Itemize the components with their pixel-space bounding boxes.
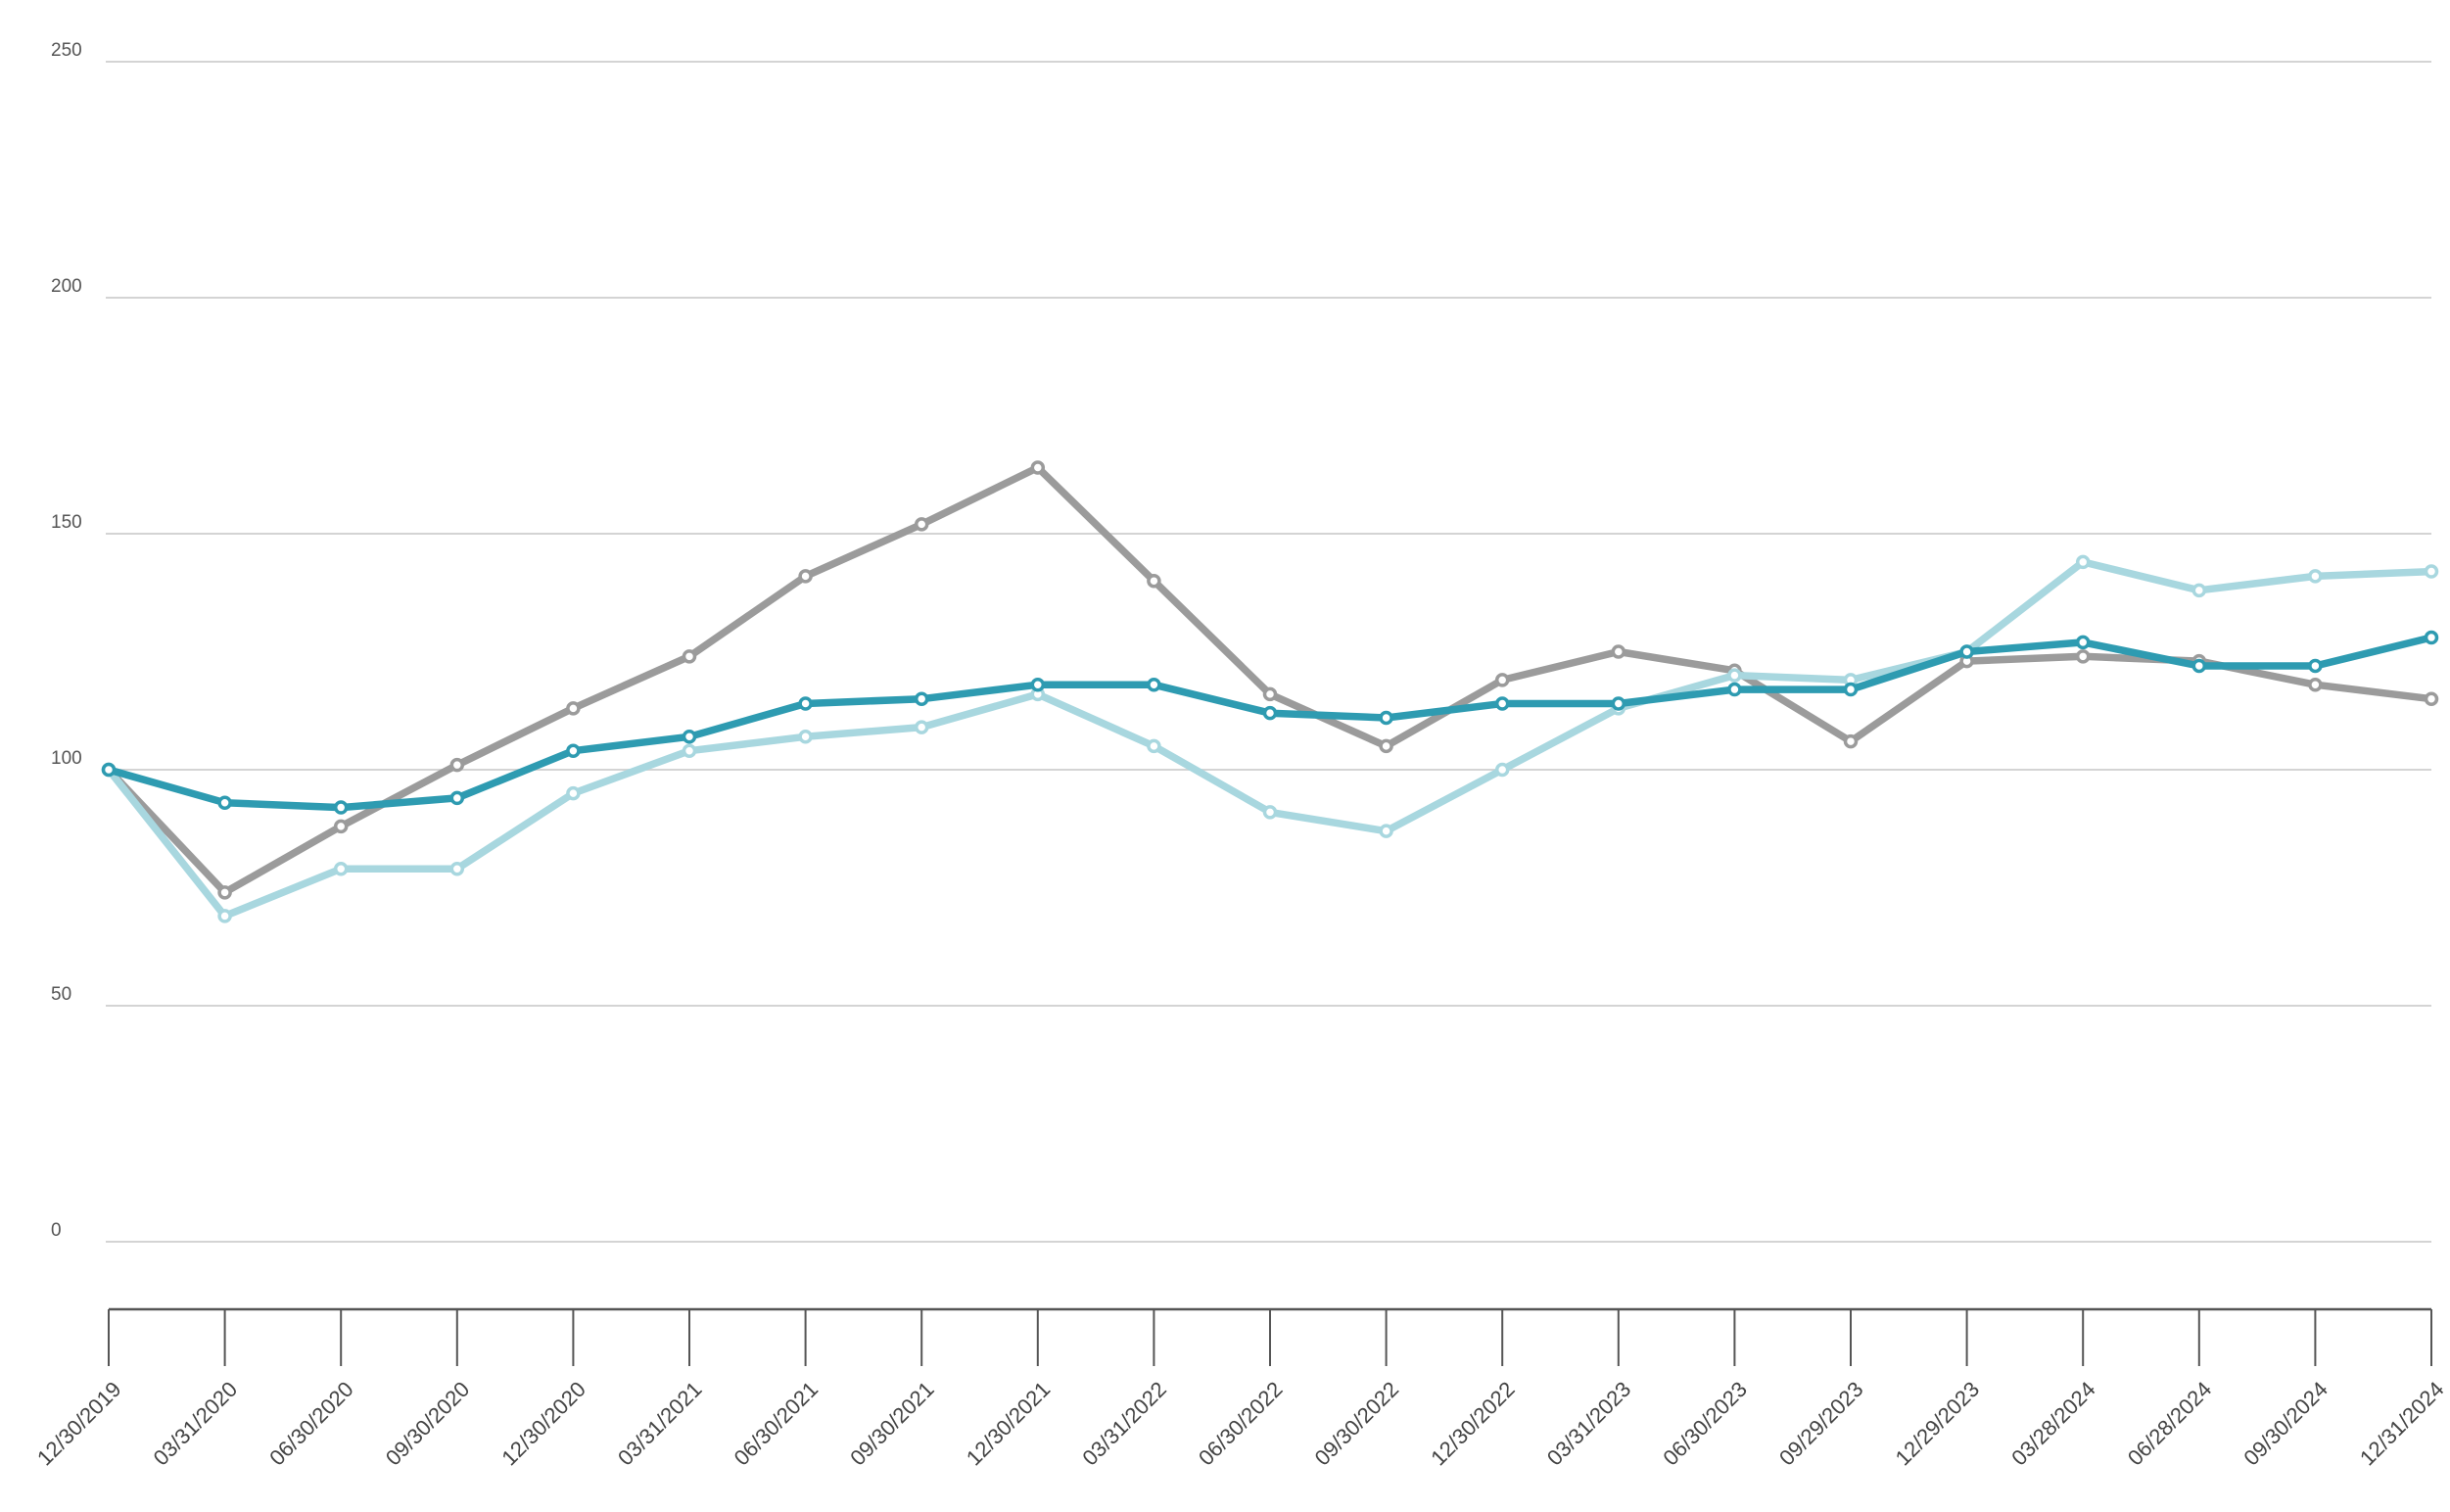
x-tick-label: 09/30/2022 bbox=[1310, 1377, 1404, 1471]
data-point bbox=[1147, 738, 1161, 754]
data-point bbox=[1959, 644, 1974, 659]
x-tick-label: 09/30/2021 bbox=[845, 1377, 939, 1471]
data-point bbox=[1030, 460, 1046, 475]
data-point bbox=[449, 790, 465, 806]
gridlines bbox=[106, 61, 2431, 1243]
data-point bbox=[2075, 649, 2091, 664]
x-tick-label: 06/30/2021 bbox=[730, 1377, 824, 1471]
data-point bbox=[1379, 738, 1393, 754]
data-point bbox=[1611, 696, 1626, 711]
data-point bbox=[1727, 682, 1742, 697]
data-point bbox=[2424, 691, 2439, 706]
series-3 bbox=[101, 630, 2439, 815]
x-tick-label: 12/30/2019 bbox=[32, 1377, 126, 1471]
data-point bbox=[449, 757, 465, 773]
x-tick-label: 12/30/2022 bbox=[1426, 1377, 1520, 1471]
data-point bbox=[1262, 705, 1278, 721]
data-point bbox=[333, 819, 349, 834]
x-tick-label: 09/30/2024 bbox=[2238, 1377, 2332, 1471]
data-point bbox=[798, 569, 813, 584]
data-point bbox=[1843, 682, 1859, 697]
data-point bbox=[566, 743, 581, 758]
data-point bbox=[1379, 710, 1393, 726]
x-tick-label: 09/30/2020 bbox=[381, 1377, 475, 1471]
data-point bbox=[2075, 635, 2091, 650]
y-tick-label: 250 bbox=[51, 40, 82, 61]
data-point bbox=[1611, 644, 1626, 659]
data-point bbox=[2424, 564, 2439, 579]
series-1 bbox=[101, 460, 2439, 900]
data-point bbox=[682, 730, 697, 744]
data-point bbox=[566, 701, 581, 716]
data-point bbox=[2308, 677, 2323, 692]
data-point bbox=[2191, 658, 2207, 674]
data-point bbox=[682, 649, 697, 664]
x-tick-label: 03/31/2020 bbox=[149, 1377, 243, 1471]
data-point bbox=[1379, 824, 1393, 838]
data-point bbox=[217, 909, 232, 923]
y-tick-label: 200 bbox=[51, 276, 82, 297]
y-tick-label: 150 bbox=[51, 512, 82, 533]
data-point bbox=[798, 730, 813, 744]
data-point bbox=[914, 720, 929, 734]
data-point bbox=[1843, 733, 1859, 749]
series-line bbox=[105, 463, 2435, 897]
data-point bbox=[1262, 686, 1278, 702]
data-point bbox=[333, 800, 349, 815]
x-tick-label: 06/30/2022 bbox=[1194, 1377, 1288, 1471]
series-2 bbox=[101, 554, 2439, 923]
x-tick-label: 12/31/2024 bbox=[2355, 1377, 2449, 1471]
data-point bbox=[449, 861, 465, 876]
data-point bbox=[2191, 583, 2207, 598]
data-point bbox=[2308, 569, 2323, 584]
y-axis-tick-labels: 0 50 100 150 200 250 bbox=[51, 40, 82, 1241]
data-point bbox=[1262, 805, 1278, 820]
data-point bbox=[566, 785, 581, 801]
data-point bbox=[1494, 696, 1510, 711]
data-point bbox=[914, 691, 929, 706]
data-point bbox=[1147, 677, 1161, 692]
data-point bbox=[1494, 673, 1510, 687]
x-tick-label: 06/28/2024 bbox=[2123, 1377, 2217, 1471]
data-point bbox=[1030, 677, 1046, 692]
x-tick-label: 03/31/2021 bbox=[613, 1377, 707, 1471]
x-tick-label: 03/31/2023 bbox=[1542, 1377, 1636, 1471]
x-tick-label: 06/30/2023 bbox=[1658, 1377, 1752, 1471]
data-point bbox=[333, 861, 349, 876]
data-point bbox=[1147, 573, 1161, 589]
data-point bbox=[217, 795, 232, 810]
x-tick-label: 03/28/2024 bbox=[2006, 1377, 2100, 1471]
x-tick-label: 12/30/2021 bbox=[962, 1377, 1056, 1471]
x-tick-label: 12/30/2020 bbox=[496, 1377, 590, 1471]
data-point bbox=[1494, 762, 1510, 778]
data-point bbox=[682, 743, 697, 758]
y-tick-label: 0 bbox=[51, 1220, 62, 1241]
x-tick-label: 06/30/2020 bbox=[264, 1377, 358, 1471]
series-lines bbox=[101, 460, 2439, 923]
x-tick-label: 03/31/2022 bbox=[1077, 1377, 1171, 1471]
y-tick-label: 100 bbox=[51, 748, 82, 769]
x-tick-label: 12/29/2023 bbox=[1891, 1377, 1985, 1471]
data-point bbox=[2075, 554, 2091, 570]
data-point bbox=[1727, 668, 1742, 683]
y-tick-label: 50 bbox=[51, 984, 71, 1005]
data-point bbox=[101, 762, 117, 778]
data-point bbox=[2308, 658, 2323, 674]
data-point bbox=[798, 696, 813, 711]
data-point bbox=[914, 517, 929, 532]
data-point bbox=[2424, 630, 2439, 645]
x-axis: 12/30/2019 03/31/2020 06/30/2020 09/30/2020… bbox=[32, 1307, 2449, 1471]
x-tick-label: 09/29/2023 bbox=[1774, 1377, 1868, 1471]
data-point bbox=[217, 885, 232, 900]
